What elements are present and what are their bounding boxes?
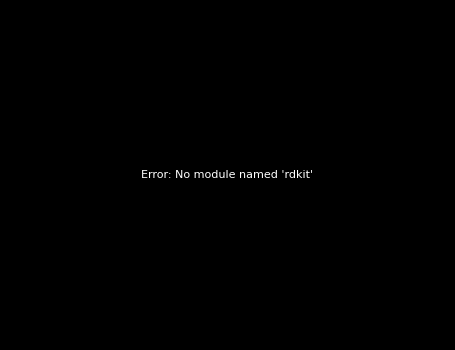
Text: Error: No module named 'rdkit': Error: No module named 'rdkit': [142, 170, 313, 180]
